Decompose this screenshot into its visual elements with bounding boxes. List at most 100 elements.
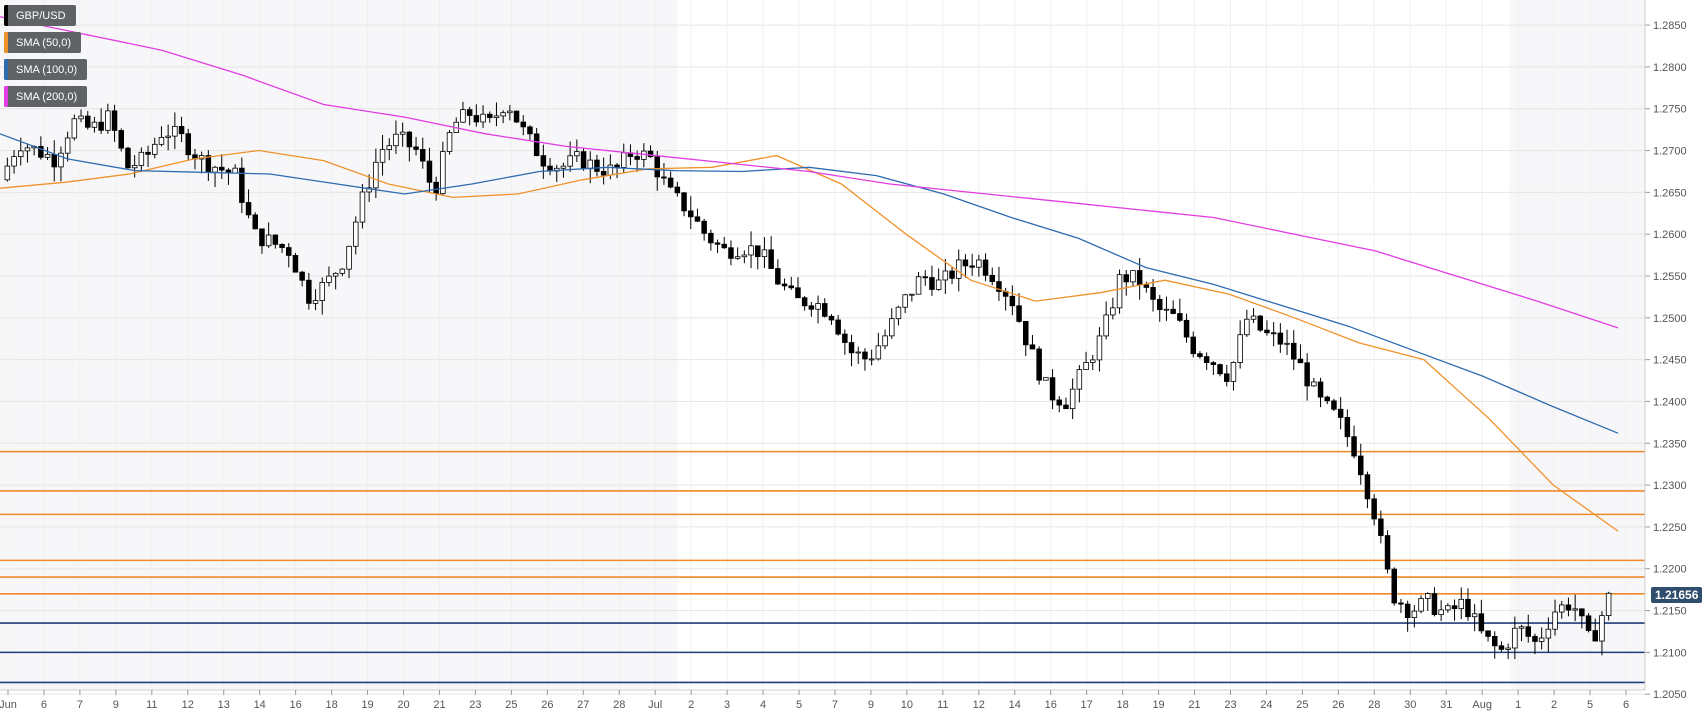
candle-down bbox=[1016, 305, 1022, 322]
candle-up bbox=[1076, 369, 1083, 390]
candle-up bbox=[915, 276, 922, 295]
candle-up bbox=[1083, 362, 1089, 371]
y-tick-label: 1.2200 bbox=[1653, 564, 1687, 576]
candle-down bbox=[1197, 353, 1203, 357]
candle-up bbox=[212, 166, 218, 173]
x-tick-label: Jun bbox=[0, 699, 17, 711]
candle-up bbox=[480, 113, 486, 123]
sma-50-line bbox=[0, 149, 1619, 532]
x-tick-label: 26 bbox=[541, 699, 553, 711]
candle-down bbox=[406, 131, 413, 148]
candle-up bbox=[1599, 615, 1605, 642]
candle-down bbox=[600, 171, 607, 176]
x-tick-label: 2 bbox=[688, 699, 694, 711]
legend-label: SMA (200,0) bbox=[16, 90, 78, 103]
candle-up bbox=[165, 135, 171, 138]
candle-up bbox=[1244, 318, 1250, 336]
candle-up bbox=[1438, 609, 1444, 616]
candle-up bbox=[44, 154, 51, 158]
candle-down bbox=[708, 232, 714, 244]
candle-up bbox=[1559, 604, 1565, 613]
x-tick-label: 24 bbox=[1260, 699, 1272, 711]
candle-down bbox=[721, 243, 727, 249]
x-tick-label: 16 bbox=[1045, 699, 1057, 711]
legend-swatch bbox=[4, 59, 8, 80]
candle-down bbox=[647, 150, 654, 158]
candle-up bbox=[567, 155, 573, 167]
candle-up bbox=[855, 351, 861, 354]
candle-up bbox=[71, 118, 78, 139]
candle-down bbox=[801, 297, 808, 307]
x-tick-label: 27 bbox=[577, 699, 589, 711]
x-tick-label: 5 bbox=[796, 699, 802, 711]
x-tick-label: 13 bbox=[218, 699, 230, 711]
candle-up bbox=[1572, 608, 1578, 611]
sma-200-line bbox=[0, 16, 1619, 329]
candle-up bbox=[446, 132, 453, 152]
x-tick-label: 6 bbox=[41, 699, 47, 711]
candle-up bbox=[621, 152, 627, 168]
x-tick-label: 28 bbox=[1368, 699, 1380, 711]
candle-down bbox=[1150, 287, 1156, 300]
candle-up bbox=[641, 150, 647, 160]
x-tick-label: 21 bbox=[1188, 699, 1200, 711]
candle-up bbox=[587, 159, 593, 170]
x-tick-label: 20 bbox=[397, 699, 409, 711]
candle-up bbox=[1163, 308, 1170, 311]
candle-up bbox=[942, 270, 949, 281]
candle-up bbox=[815, 303, 821, 310]
candle-up bbox=[956, 259, 962, 279]
candle-down bbox=[111, 110, 118, 131]
candle-up bbox=[1538, 637, 1545, 642]
candle-up bbox=[761, 249, 768, 258]
candle-down bbox=[1525, 626, 1531, 637]
candle-up bbox=[373, 161, 379, 189]
candle-up bbox=[1237, 334, 1243, 363]
candle-up bbox=[11, 156, 17, 167]
x-tick-label: Aug bbox=[1472, 699, 1492, 711]
candle-up bbox=[1425, 593, 1431, 599]
x-tick-label: 14 bbox=[1009, 699, 1021, 711]
candle-down bbox=[1344, 417, 1351, 438]
candle-up bbox=[909, 293, 915, 296]
legend-item: SMA (200,0) bbox=[4, 86, 88, 107]
candle-down bbox=[38, 146, 44, 158]
candle-up bbox=[493, 115, 500, 119]
candle-up bbox=[500, 112, 506, 117]
candle-up bbox=[882, 335, 888, 347]
candle-down bbox=[922, 276, 928, 279]
candle-down bbox=[1297, 358, 1304, 364]
x-tick-label: 16 bbox=[290, 699, 302, 711]
candle-down bbox=[272, 234, 279, 245]
candle-down bbox=[420, 149, 426, 162]
candle-down bbox=[1351, 436, 1357, 457]
candle-down bbox=[185, 133, 191, 156]
candle-up bbox=[1110, 307, 1116, 316]
candle-up bbox=[1230, 362, 1237, 382]
x-tick-label: 23 bbox=[1224, 699, 1236, 711]
candle-down bbox=[1398, 602, 1404, 605]
candle-down bbox=[1183, 319, 1190, 338]
candle-up bbox=[1411, 610, 1418, 618]
candle-up bbox=[1418, 598, 1424, 612]
legend-swatch bbox=[4, 5, 8, 26]
x-tick-label: 5 bbox=[1587, 699, 1593, 711]
candle-down bbox=[962, 259, 969, 267]
candle-down bbox=[1217, 364, 1223, 375]
candle-down bbox=[1291, 342, 1297, 360]
candle-down bbox=[701, 220, 707, 234]
candle-up bbox=[976, 259, 982, 268]
candle-down bbox=[245, 202, 252, 216]
candle-up bbox=[560, 165, 567, 169]
x-tick-label: 30 bbox=[1404, 699, 1416, 711]
candle-up bbox=[507, 110, 513, 114]
candle-up bbox=[607, 164, 614, 176]
candle-up bbox=[1116, 274, 1123, 309]
x-tick-label: 18 bbox=[325, 699, 337, 711]
candle-down bbox=[1190, 336, 1196, 355]
candle-down bbox=[862, 351, 868, 360]
candle-down bbox=[1317, 381, 1324, 398]
candle-down bbox=[1264, 329, 1270, 334]
x-tick-label: 2 bbox=[1551, 699, 1557, 711]
